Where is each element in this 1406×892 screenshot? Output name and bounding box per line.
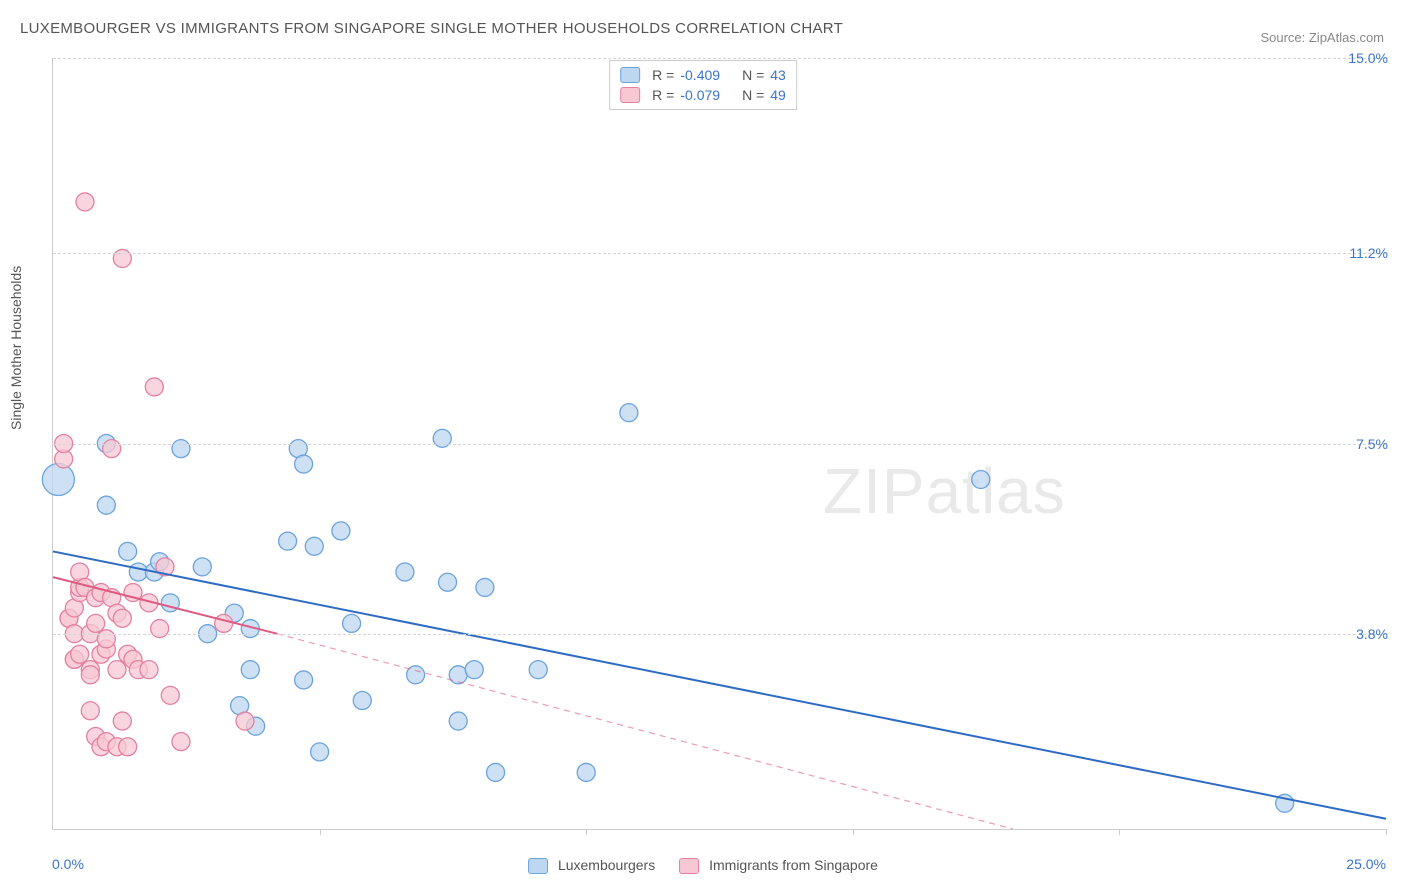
legend-swatch-1 [679, 858, 699, 874]
x-axis-max-label: 25.0% [1346, 856, 1386, 872]
legend-r-label: R = [652, 67, 674, 83]
legend-series-label-0: Luxembourgers [558, 857, 655, 873]
source-attribution: Source: ZipAtlas.com [1260, 30, 1384, 45]
y-axis-label: Single Mother Households [8, 266, 24, 430]
legend-r-value-0: -0.409 [680, 67, 720, 83]
legend-r-label: R = [652, 87, 674, 103]
legend-n-value-0: 43 [770, 67, 786, 83]
legend-series-item-1: Immigrants from Singapore [679, 857, 878, 874]
legend-swatch-1 [620, 87, 640, 103]
chart-container: LUXEMBOURGER VS IMMIGRANTS FROM SINGAPOR… [0, 0, 1406, 892]
y-tick-label: 11.2% [1349, 245, 1388, 261]
plot-area: ZIPatlas [52, 58, 1386, 830]
legend-swatch-0 [620, 67, 640, 83]
legend-series-label-1: Immigrants from Singapore [709, 857, 878, 873]
legend-series: Luxembourgers Immigrants from Singapore [528, 857, 878, 874]
legend-series-item-0: Luxembourgers [528, 857, 655, 874]
legend-n-label: N = [742, 67, 764, 83]
legend-n-value-1: 49 [770, 87, 786, 103]
legend-stats-row-1: R = -0.079 N = 49 [620, 85, 786, 105]
y-tick-label: 7.5% [1356, 436, 1388, 452]
chart-title: LUXEMBOURGER VS IMMIGRANTS FROM SINGAPOR… [20, 20, 843, 37]
legend-n-label: N = [742, 87, 764, 103]
legend-stats: R = -0.409 N = 43 R = -0.079 N = 49 [609, 60, 797, 110]
y-tick-label: 15.0% [1348, 50, 1388, 66]
x-axis-min-label: 0.0% [52, 856, 84, 872]
legend-r-value-1: -0.079 [680, 87, 720, 103]
y-tick-label: 3.8% [1356, 626, 1388, 642]
legend-swatch-0 [528, 858, 548, 874]
legend-stats-row-0: R = -0.409 N = 43 [620, 65, 786, 85]
